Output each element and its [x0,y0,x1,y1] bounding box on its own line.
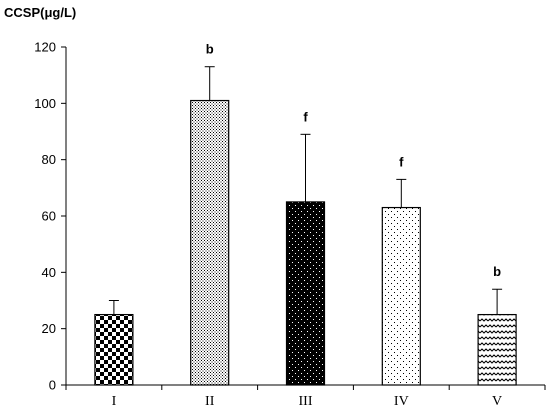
bars [94,99,517,386]
x-tick-label: I [112,394,117,409]
x-axis: I II III IV V [65,384,546,409]
x-tick-label: III [299,394,313,409]
significance-label: b [206,42,214,57]
y-tick-label: 80 [42,152,56,167]
y-axis: 0 20 40 60 80 100 120 [34,40,67,393]
error-bars [108,66,503,315]
bar [285,201,326,386]
y-axis-title: CCSP(μg/L) [4,5,76,20]
annotations: b f f b [206,42,501,280]
bar [94,313,134,386]
x-tick-label: V [492,394,502,409]
x-tick-label: II [205,394,215,409]
x-tick-label: IV [394,394,409,409]
bar [381,206,421,386]
significance-label: b [493,264,501,279]
y-tick-label: 0 [49,378,56,393]
y-tick-label: 120 [34,40,56,55]
bar [477,313,517,386]
y-tick-label: 40 [42,265,56,280]
significance-label: f [399,154,404,169]
bar [190,99,230,386]
significance-label: f [303,109,308,124]
y-tick-label: 60 [42,209,56,224]
y-tick-label: 20 [42,321,56,336]
y-tick-label: 100 [34,96,56,111]
